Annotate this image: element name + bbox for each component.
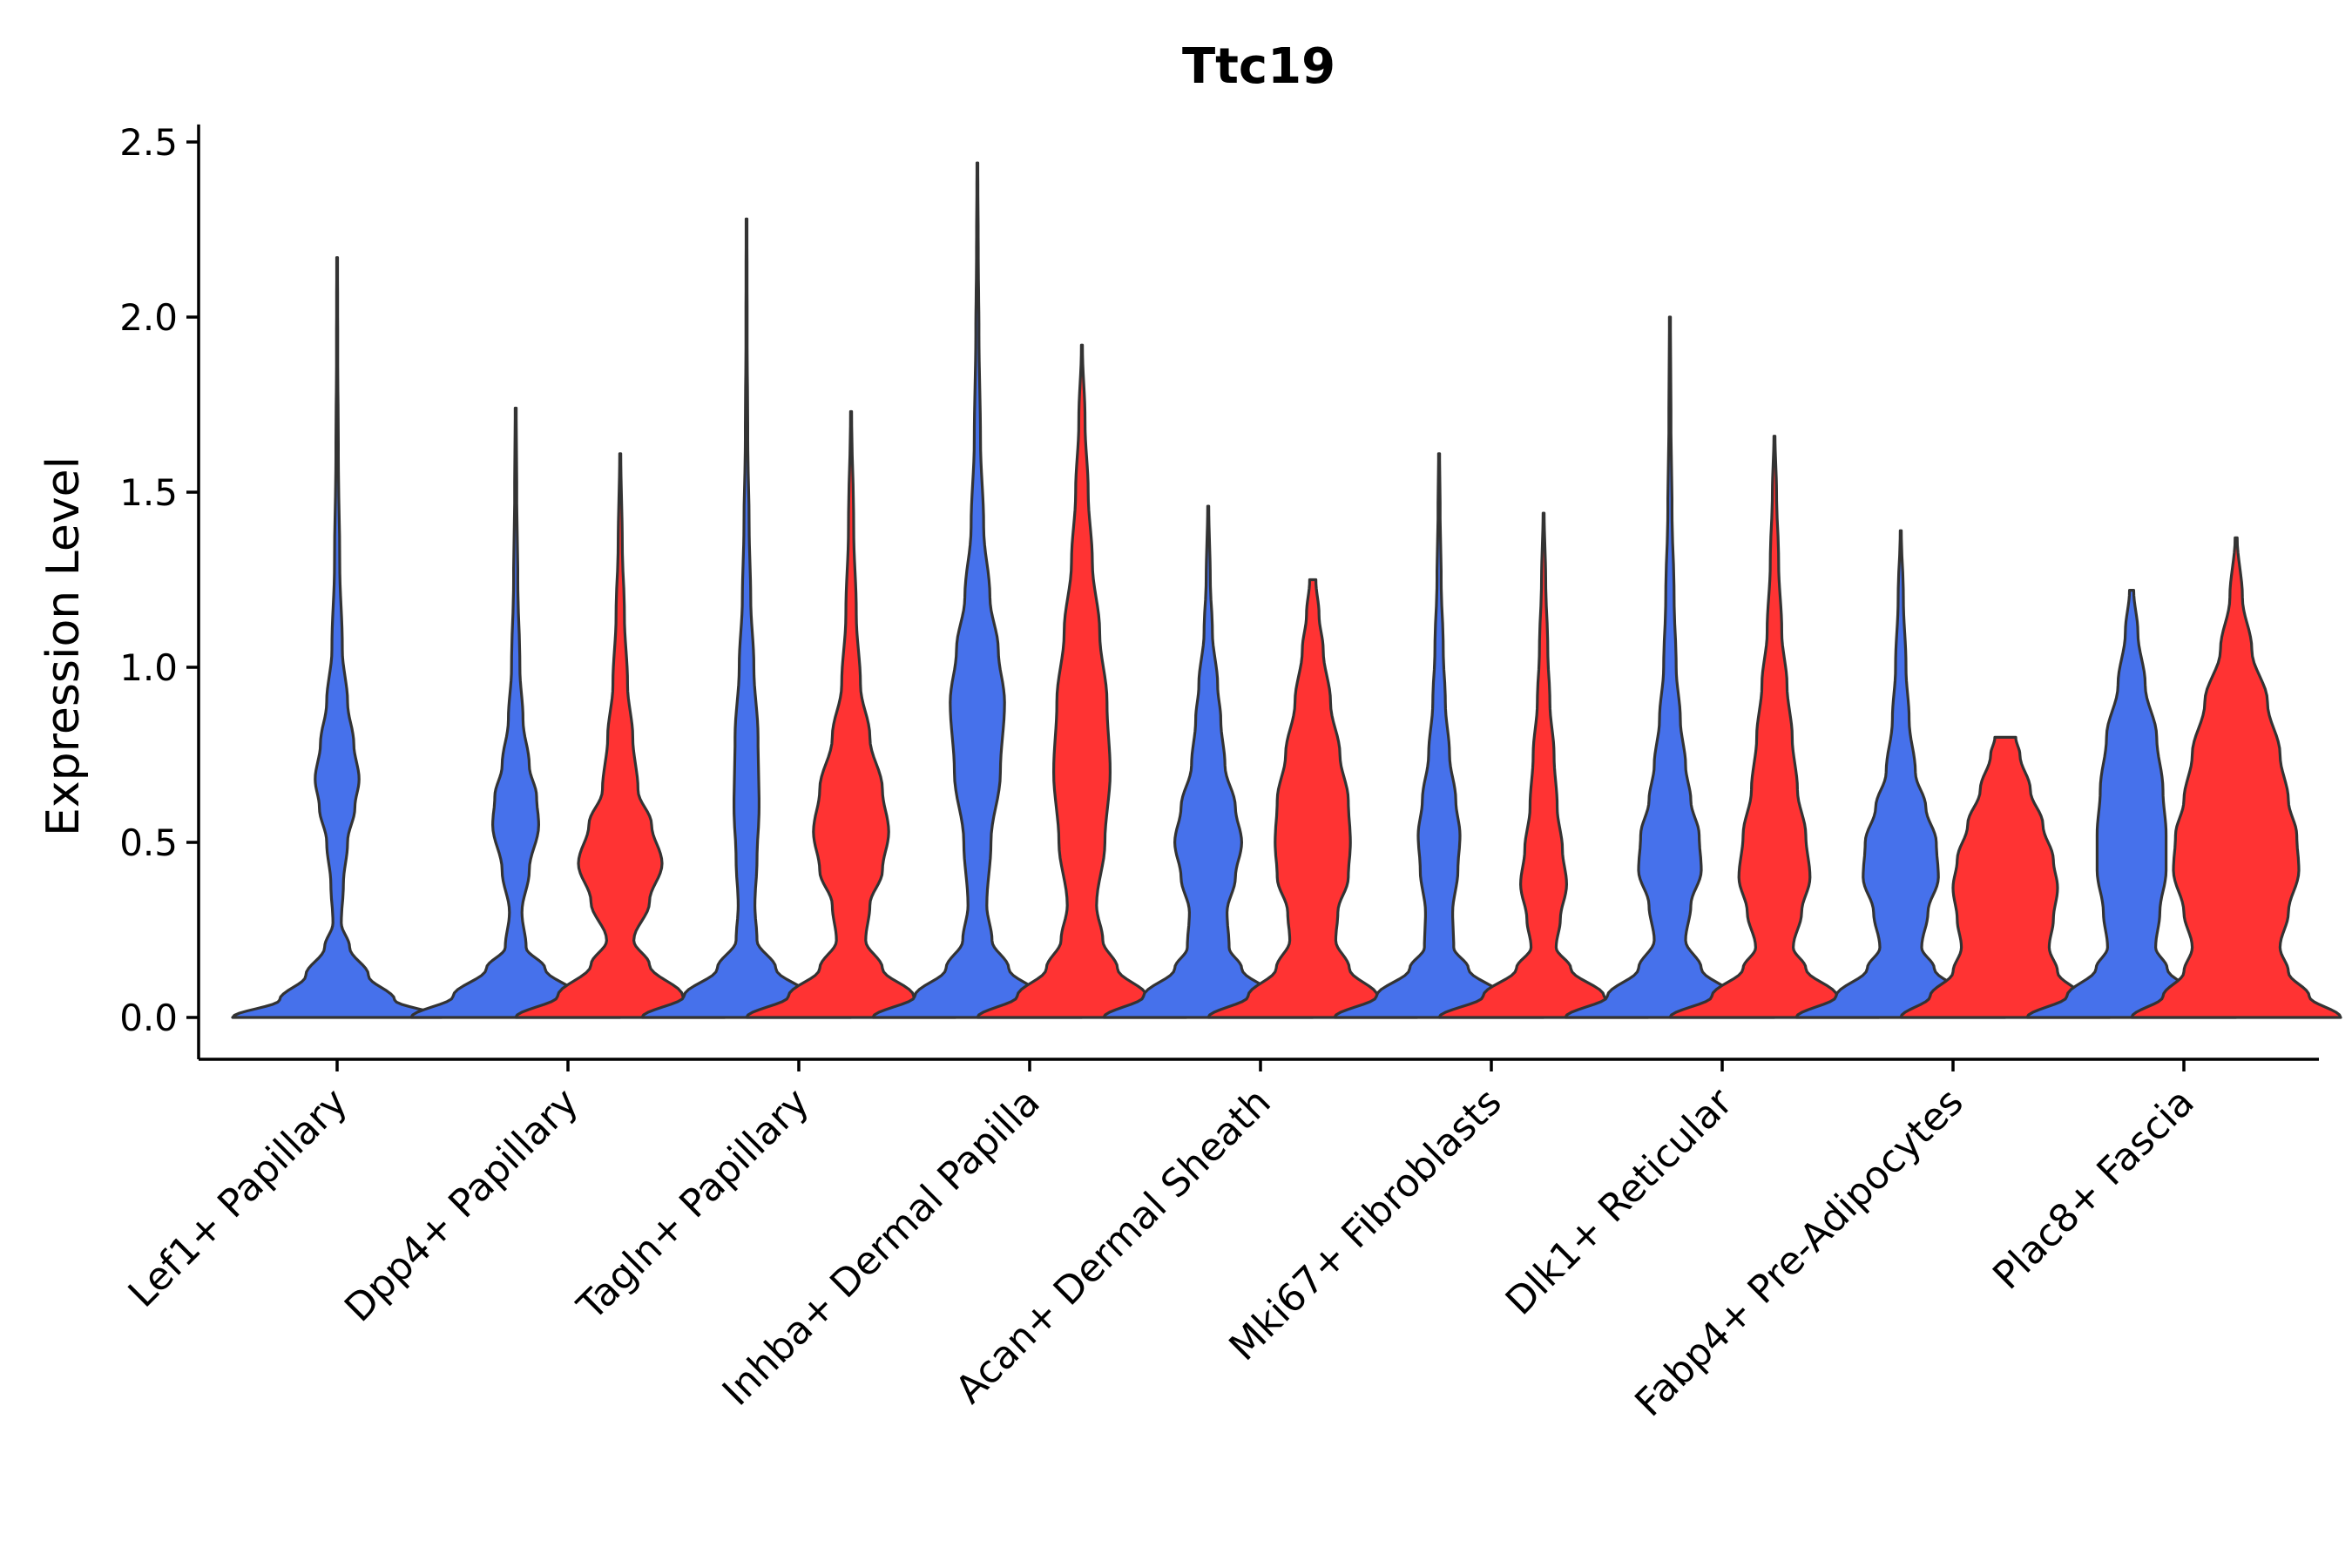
x-tick-label: Tagln+ Papillary [569,1080,818,1329]
plot-area [231,161,2342,1019]
violin-blue [409,406,622,1019]
violin-blue [1794,529,2007,1019]
violin-blue [231,256,443,1019]
violin-red [2130,536,2342,1019]
violin-red [745,409,957,1019]
y-axis-ticks: 0.0 0.5 1.0 1.5 2.0 2.5 [119,121,199,1039]
y-tick-label: 0.5 [119,821,178,864]
y-tick-label: 1.0 [119,646,178,689]
chart-title: Ttc19 [1182,38,1335,95]
violin-blue [2025,589,2238,1019]
x-tick-label: Lef1+ Papillary [120,1080,356,1316]
violin-red [1437,511,1650,1019]
y-tick-label: 2.0 [119,296,178,339]
violin-red [514,452,727,1019]
y-axis-label: Expression Level [37,456,90,836]
y-tick-label: 2.5 [119,121,178,164]
violin-blue [1102,504,1315,1019]
violin-red [976,343,1188,1019]
violin-blue [871,161,1084,1019]
violin-red [1668,435,1881,1019]
y-tick-label: 1.5 [119,471,178,514]
violin-red [1206,578,1419,1019]
violin-blue [640,217,853,1019]
violin-red [1899,735,2112,1019]
x-tick-label: Dlk1+ Reticular [1497,1079,1742,1324]
violin-blue [1564,315,1776,1019]
violin-blue [1333,452,1545,1019]
x-tick-label: Dpp4+ Papillary [336,1080,587,1331]
y-tick-label: 0.0 [119,997,178,1039]
x-tick-label: Plac8+ Fascia [1984,1080,2203,1299]
